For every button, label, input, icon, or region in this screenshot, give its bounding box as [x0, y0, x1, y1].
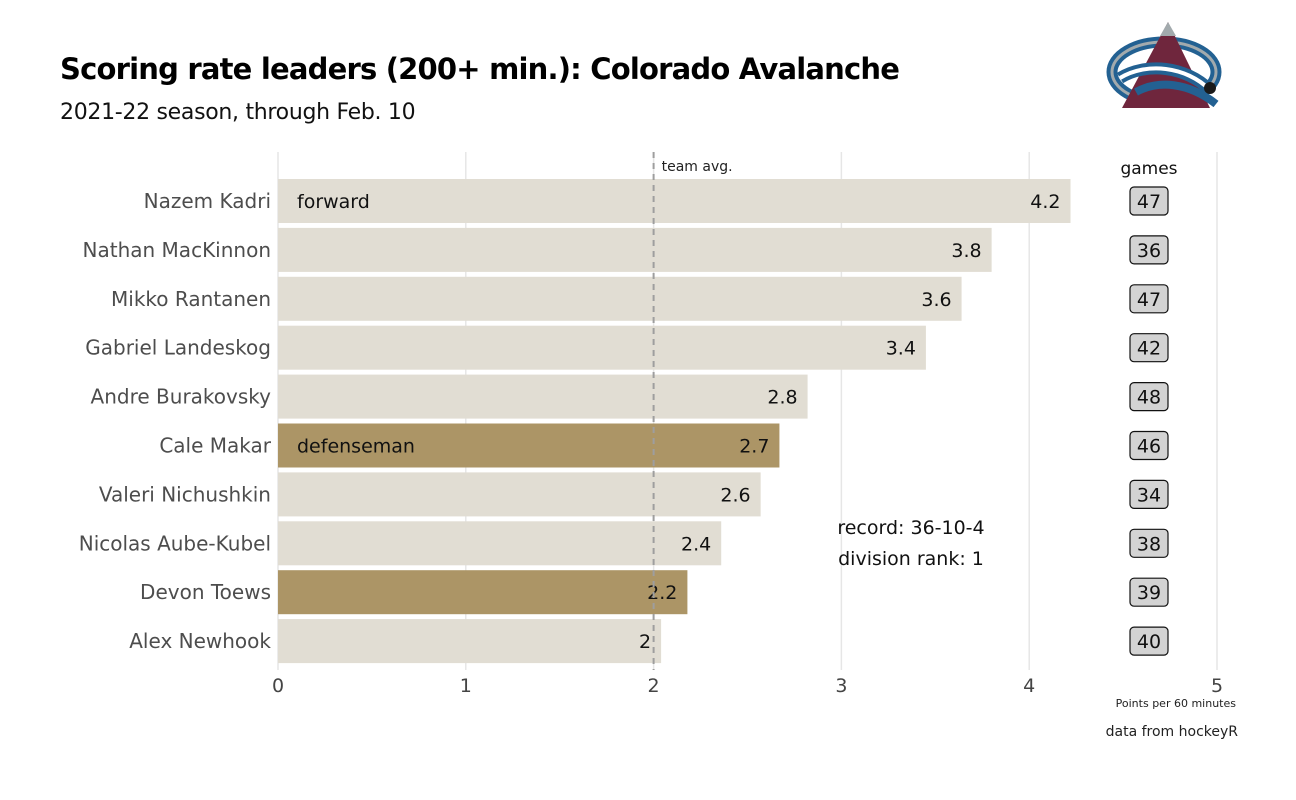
value-label: 2.6 — [720, 484, 750, 506]
data-source-caption: data from hockeyR — [1105, 724, 1238, 740]
player-name-label: Nathan MacKinnon — [83, 238, 271, 262]
games-badge — [1129, 626, 1169, 656]
games-value: 48 — [1137, 387, 1161, 409]
games-value: 34 — [1137, 484, 1161, 506]
player-name-label: Cale Makar — [159, 434, 271, 458]
player-name-label: Devon Toews — [140, 580, 271, 604]
games-badge — [1129, 333, 1169, 363]
value-label: 3.6 — [921, 289, 951, 311]
games-badge — [1129, 186, 1169, 216]
team-average-label: team avg. — [662, 159, 733, 175]
x-tick-label: 4 — [1023, 675, 1035, 697]
value-label: 4.2 — [1030, 191, 1060, 213]
bar — [278, 472, 761, 517]
bar — [278, 227, 992, 272]
bar — [278, 619, 662, 664]
value-label: 2 — [639, 631, 651, 653]
value-label: 3.8 — [951, 240, 981, 262]
value-label: 2.4 — [681, 533, 711, 555]
games-value: 47 — [1137, 191, 1161, 213]
bar — [278, 521, 722, 566]
position-label: forward — [297, 191, 370, 213]
games-badge — [1129, 577, 1169, 607]
games-badge — [1129, 479, 1169, 509]
x-tick-label: 2 — [648, 675, 660, 697]
bar — [278, 374, 808, 419]
value-label: 2.2 — [647, 582, 677, 604]
games-badge — [1129, 430, 1169, 461]
position-label: defenseman — [297, 436, 415, 458]
bar — [278, 179, 1071, 223]
x-tick-label: 3 — [835, 675, 847, 697]
games-badge — [1129, 528, 1169, 558]
value-label: 3.4 — [886, 338, 916, 360]
player-name-label: Gabriel Landeskog — [85, 336, 271, 360]
chart-subtitle: 2021-22 season, through Feb. 10 — [60, 100, 416, 125]
player-name-label: Andre Burakovsky — [91, 385, 272, 409]
player-name-label: Valeri Nichushkin — [99, 482, 271, 506]
games-value: 39 — [1137, 582, 1161, 604]
bar — [278, 423, 780, 468]
record-annotation: record: 36-10-4 — [837, 517, 984, 539]
games-badge — [1129, 382, 1169, 412]
games-value: 38 — [1137, 533, 1161, 555]
games-value: 42 — [1137, 338, 1161, 360]
bar — [278, 570, 688, 615]
value-label: 2.8 — [767, 387, 797, 409]
x-tick-label: 5 — [1211, 675, 1223, 697]
avalanche-logo-icon — [1106, 16, 1226, 120]
games-badge — [1129, 284, 1169, 314]
player-name-label: Alex Newhook — [129, 629, 271, 653]
x-axis-title: Points per 60 minutes — [1116, 697, 1237, 710]
player-name-label: Nicolas Aube-Kubel — [79, 531, 271, 555]
games-value: 36 — [1137, 240, 1161, 262]
games-header: games — [1120, 159, 1177, 179]
x-tick-label: 1 — [460, 675, 472, 697]
record-annotation: division rank: 1 — [838, 548, 984, 570]
value-label: 2.7 — [739, 436, 769, 458]
games-value: 40 — [1137, 631, 1161, 653]
bar — [278, 276, 962, 321]
games-value: 46 — [1137, 436, 1161, 458]
games-badge — [1129, 235, 1169, 265]
player-name-label: Nazem Kadri — [144, 189, 271, 213]
chart-title: Scoring rate leaders (200+ min.): Colora… — [60, 52, 900, 86]
games-value: 47 — [1137, 289, 1161, 311]
bar — [278, 325, 926, 370]
x-tick-label: 0 — [272, 675, 284, 697]
player-name-label: Mikko Rantanen — [111, 287, 271, 311]
